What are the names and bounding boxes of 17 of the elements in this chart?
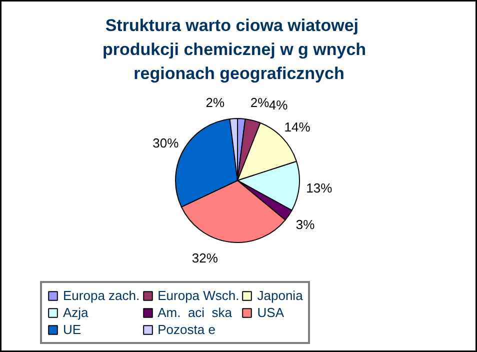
legend-label: USA: [257, 305, 284, 320]
legend-label: Europa zach.: [63, 288, 140, 303]
legend-label: Azja: [63, 305, 88, 320]
data-label: 30%: [152, 135, 180, 150]
data-label: 2%: [206, 95, 226, 110]
data-label: 13%: [306, 180, 333, 196]
chart-title: Struktura warto ciowa wiatowej produkcji chemicznej w g wnych regionach geograficznych: [102, 16, 366, 83]
data-label: 14%: [284, 120, 311, 135]
legend-label: Am. aci ska: [158, 305, 232, 320]
legend-label: Europa Wsch.: [158, 288, 240, 303]
data-label: 32%: [192, 250, 218, 266]
data-label: 2%: [250, 95, 270, 110]
data-label: 3%: [296, 216, 316, 232]
legend-label: UE: [63, 322, 82, 337]
legend-label: Pozosta e: [158, 322, 216, 337]
data-label: 4%: [268, 97, 288, 112]
legend-label: Japonia: [257, 288, 303, 303]
